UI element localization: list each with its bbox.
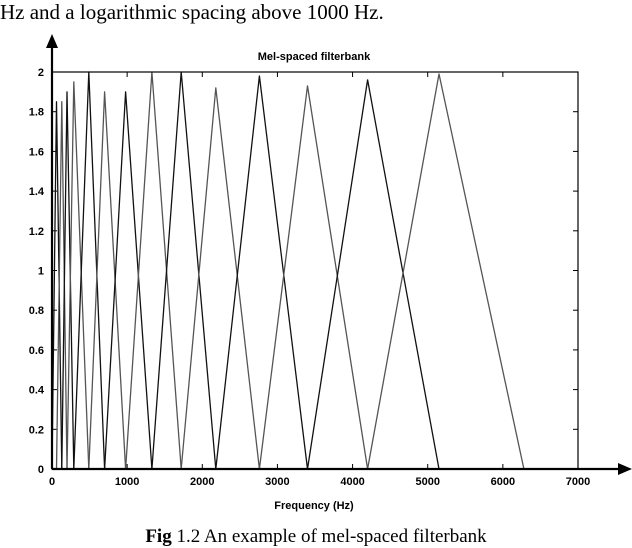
filter-triangle-5 [73, 71, 106, 470]
filter-triangle-8 [124, 71, 182, 470]
y-axis-arrowhead [46, 34, 58, 48]
y-tick-label: 0 [38, 464, 44, 476]
x-tick-label: 6000 [491, 476, 515, 488]
x-tick-label: 4000 [340, 476, 364, 488]
y-tick-label: 1.4 [29, 186, 45, 198]
body-text-line: Hz and a logarithmic spacing above 1000 … [0, 0, 384, 24]
x-tick-label: 1000 [115, 476, 139, 488]
filter-triangle-4 [66, 81, 90, 470]
filter-triangle-9 [151, 71, 217, 470]
y-tick-label: 0.8 [29, 305, 44, 317]
filter-triangle-7 [103, 91, 153, 470]
filter-triangle-3 [61, 91, 75, 470]
y-tick-label: 1.2 [29, 226, 44, 238]
y-tick-label: 1 [38, 266, 44, 278]
y-tick-label: 2 [38, 67, 44, 79]
y-tick-label: 0.2 [29, 424, 44, 436]
filter-triangles [51, 71, 525, 470]
y-tick-label: 1.6 [29, 146, 44, 158]
filter-triangle-6 [88, 91, 127, 470]
caption-fig-label: Fig [145, 526, 172, 547]
x-axis-arrowhead [618, 463, 632, 475]
y-tick-label: 0.4 [29, 385, 45, 397]
axis-ticks: 0 1000 2000 3000 4000 5000 6000 7000 0 0.2 0.4 0.6 0… [29, 67, 591, 488]
filter-triangle-10 [180, 87, 261, 470]
filter-triangle-12 [258, 85, 369, 470]
filter-triangle-13 [306, 79, 440, 470]
x-axis-title: Frequency (Hz) [274, 500, 354, 512]
y-tick-label: 1.8 [29, 107, 44, 119]
caption-text: 1.2 An example of mel-spaced filterbank [171, 526, 487, 547]
x-tick-label: 2000 [190, 476, 214, 488]
chart-title: Mel-spaced filterbank [258, 51, 371, 63]
x-tick-label: 0 [49, 476, 55, 488]
x-tick-label: 3000 [265, 476, 289, 488]
filter-triangle-14 [366, 73, 525, 470]
x-tick-label: 7000 [566, 476, 590, 488]
filter-triangle-1 [51, 101, 63, 470]
x-tick-label: 5000 [415, 476, 439, 488]
filter-triangle-2 [55, 101, 68, 470]
y-tick-label: 0.6 [29, 345, 44, 357]
filter-triangle-11 [215, 75, 309, 470]
figure-caption: Fig 1.2 An example of mel-spaced filterb… [0, 526, 632, 548]
